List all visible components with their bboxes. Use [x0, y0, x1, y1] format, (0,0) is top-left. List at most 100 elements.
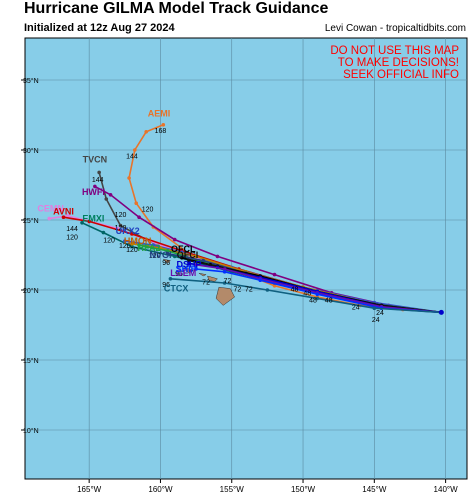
track-point: [222, 281, 227, 285]
track-point: [315, 296, 320, 301]
ocean-background: [24, 37, 468, 480]
track-point: [201, 258, 206, 263]
model-label-ukx2: UKX2: [116, 226, 140, 236]
track-point: [272, 272, 277, 277]
lon-tick-label: 165°W: [77, 485, 102, 494]
land-masses: [162, 258, 235, 306]
track-point: [165, 251, 170, 256]
island: [215, 286, 235, 306]
lat-tick-label: 20°N: [23, 287, 39, 295]
track-point: [130, 244, 134, 249]
track-line-ctcx: [170, 278, 442, 314]
warning-line-3: SEEK OFFICIAL INFO: [343, 69, 459, 81]
track-point: [134, 201, 139, 205]
track-point: [222, 267, 227, 271]
hour-label: 120: [119, 243, 131, 250]
track-point: [132, 148, 137, 152]
warning-text: DO NOT USE THIS MAP TO MAKE DECISIONS! S…: [330, 45, 459, 81]
hour-label: 24: [376, 310, 384, 317]
track-point: [108, 193, 113, 197]
track-point: [161, 123, 166, 127]
lon-tick-label: 140°W: [434, 485, 459, 494]
lat-tick-label: 25°N: [23, 217, 39, 225]
model-label-ofci: OFCI: [177, 250, 199, 260]
warning-line-1: DO NOT USE THIS MAP: [330, 45, 459, 57]
model-label-aemi: AEMI: [148, 108, 171, 118]
hour-label: 120: [115, 212, 127, 219]
hour-label: 96: [162, 282, 170, 289]
island: [162, 258, 171, 264]
lat-tick-label: 15°N: [23, 357, 39, 365]
hour-label: 144: [66, 226, 78, 233]
hour-label: 120: [149, 253, 161, 260]
track-point: [222, 270, 227, 274]
lon-tick-label: 145°W: [362, 485, 387, 494]
lat-tick-label: 30°N: [23, 147, 39, 155]
track-point: [172, 237, 177, 242]
track-point: [130, 242, 134, 246]
track-point: [104, 197, 109, 201]
track-point: [80, 221, 84, 225]
track-line-lgem: [195, 264, 442, 314]
track-point: [215, 254, 220, 259]
hour-label: 48: [309, 298, 317, 305]
hour-label: 72: [224, 278, 232, 285]
track-point: [194, 263, 198, 267]
hour-label: 144: [92, 177, 104, 184]
hour-label: 96: [162, 260, 170, 267]
hour-label: 48: [291, 286, 299, 293]
track-point: [137, 215, 141, 219]
hour-label: 120: [103, 237, 115, 244]
hour-label: 120: [66, 235, 78, 242]
track-point: [123, 239, 127, 243]
lat-tick-label: 10°N: [23, 427, 39, 435]
page-title: Hurricane GILMA Model Track Guidance: [24, 0, 329, 17]
model-label-nvgi: NVGI: [149, 250, 171, 260]
model-label-avni: AVNI: [53, 206, 74, 216]
lon-tick-label: 155°W: [220, 485, 245, 494]
hour-label: 144: [126, 153, 138, 160]
model-label-emxi: EMXI: [82, 213, 104, 223]
storm-origin-marker: [438, 309, 444, 315]
track-point: [187, 258, 191, 263]
track-point: [194, 254, 198, 259]
map-grid: [25, 38, 467, 479]
island: [198, 272, 207, 277]
model-label-lgem: LGEM: [170, 268, 196, 278]
track-point: [97, 170, 101, 175]
track-point: [93, 184, 97, 189]
track-point: [272, 284, 277, 288]
track-point: [315, 292, 320, 297]
track-point: [265, 288, 270, 292]
track-point: [180, 255, 184, 260]
track-point: [47, 216, 52, 221]
hour-label: 96: [175, 271, 183, 278]
hour-label: 72: [202, 279, 210, 286]
track-point: [165, 249, 170, 253]
hour-label: 120: [142, 207, 154, 214]
model-label-tvcn: TVCN: [83, 155, 108, 165]
model-label-ofcl: OFCL: [171, 244, 196, 254]
track-point: [127, 176, 131, 180]
island: [184, 267, 194, 274]
hour-label: 24: [372, 317, 380, 324]
hour-label: 168: [155, 128, 167, 135]
hour-label: 48: [325, 298, 333, 305]
warning-line-2: TO MAKE DECISIONS!: [338, 57, 459, 69]
source-credit: Levi Cowan - tropicaltidbits.com: [324, 23, 466, 34]
lon-tick-label: 150°W: [291, 485, 316, 494]
model-label-ship: SHIP: [176, 264, 197, 274]
track-point: [65, 214, 70, 218]
initialized-time: Initialized at 12z Aug 27 2024: [24, 22, 175, 34]
track-point: [194, 267, 198, 271]
hour-label: 120: [126, 247, 138, 254]
track-point: [372, 306, 377, 311]
track-point: [118, 223, 123, 228]
track-point: [258, 278, 263, 283]
model-label-cemn: CEMN: [37, 204, 64, 214]
track-point: [137, 243, 141, 247]
track-point: [61, 215, 66, 219]
hour-label: 72: [245, 286, 253, 293]
model-label-hfa2: HFA2: [138, 243, 161, 253]
